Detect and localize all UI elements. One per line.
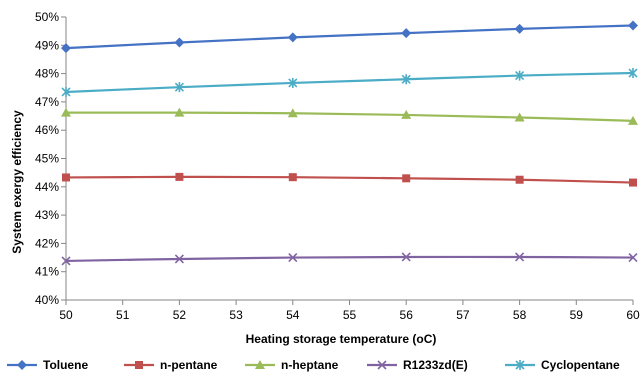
x-tick-label: 51 [116, 308, 130, 322]
data-point [174, 254, 184, 264]
legend-label: R1233zd(E) [403, 358, 468, 372]
y-tick-label: 41% [35, 265, 59, 279]
series-cyclopentane [61, 68, 638, 97]
data-point [288, 252, 298, 263]
data-point [377, 360, 387, 370]
x-axis-title-text: Heating storage temperature ( [246, 332, 417, 346]
data-point [515, 70, 525, 81]
legend-entry: n-pentane [124, 358, 218, 372]
data-point [288, 173, 297, 182]
x-tick-label: 50 [59, 308, 73, 322]
y-tick-label: 49% [35, 38, 59, 52]
data-point [514, 112, 525, 122]
y-tick-label: 43% [35, 208, 59, 222]
x-tick-label: 53 [229, 308, 243, 322]
data-point [402, 174, 411, 183]
y-tick-label: 42% [35, 236, 59, 250]
x-tick-label: 52 [173, 308, 187, 322]
legend-label: Toluene [43, 358, 88, 372]
x-tick-label: 56 [400, 308, 414, 322]
y-axis-ticks: 40% 41% 42% 43% 44% 45% 46% 47% 48% 49% 50% [35, 10, 66, 307]
legend: Toluene n-pentane n-heptane R1233zd(E) Cyclo… [7, 358, 620, 372]
y-tick-label: 47% [35, 95, 59, 109]
data-point [61, 86, 71, 97]
series-line [65, 111, 634, 122]
data-point [61, 256, 71, 266]
y-axis-title: System exergy efficiency [10, 110, 24, 254]
data-point [515, 252, 525, 262]
data-point [255, 360, 265, 369]
data-point [628, 115, 638, 125]
y-tick-label: 46% [35, 123, 59, 137]
legend-label: Cyclopentane [541, 358, 620, 372]
y-tick-label: 48% [35, 67, 59, 81]
series-layer [61, 20, 638, 266]
data-point [61, 107, 71, 117]
x-tick-label: 59 [570, 308, 584, 322]
data-point [515, 360, 525, 370]
series-line [65, 175, 634, 184]
data-point [515, 175, 524, 184]
data-point [287, 108, 298, 118]
legend-label: n-heptane [281, 358, 339, 372]
x-axis-ticks: 50 51 52 53 54 55 56 57 58 59 60 [59, 300, 640, 322]
data-point [62, 173, 70, 182]
data-point [628, 20, 638, 31]
data-point [401, 74, 411, 85]
series-toluene [61, 20, 638, 54]
data-point [175, 172, 184, 181]
data-point [174, 107, 185, 117]
legend-label: n-pentane [160, 358, 218, 372]
data-point [514, 23, 525, 34]
data-point [628, 252, 638, 263]
x-tick-label: 58 [513, 308, 527, 322]
data-point [17, 360, 27, 370]
x-tick-label: 60 [626, 308, 640, 322]
series-n-heptane [61, 107, 638, 125]
data-point [174, 37, 185, 48]
data-point [174, 82, 184, 93]
data-point [401, 252, 411, 262]
series-line [65, 24, 634, 50]
series-line [65, 71, 634, 94]
legend-entry: R1233zd(E) [367, 358, 468, 372]
data-point [628, 68, 638, 79]
data-point [135, 361, 143, 369]
series-n-pentane [62, 172, 637, 187]
data-point [288, 77, 298, 88]
series-r1233zd-e [61, 252, 638, 266]
data-point [629, 178, 637, 187]
x-tick-label: 54 [286, 308, 300, 322]
x-tick-label: 57 [456, 308, 470, 322]
x-tick-label: 55 [343, 308, 357, 322]
x-axis-title: Heating storage temperature (oC) [246, 332, 437, 346]
data-point [287, 32, 298, 43]
series-line [65, 255, 634, 263]
legend-entry: Cyclopentane [505, 358, 620, 372]
y-tick-label: 45% [35, 152, 59, 166]
data-point [61, 43, 71, 54]
data-point [401, 28, 412, 39]
y-tick-label: 40% [35, 293, 59, 307]
legend-entry: Toluene [7, 358, 88, 372]
y-tick-label: 50% [35, 10, 59, 24]
x-axis-title-close: ) [432, 332, 436, 346]
data-point [401, 109, 412, 119]
x-axis-title-unit: oC [416, 332, 432, 346]
legend-entry: n-heptane [245, 358, 339, 372]
y-tick-label: 44% [35, 180, 59, 194]
